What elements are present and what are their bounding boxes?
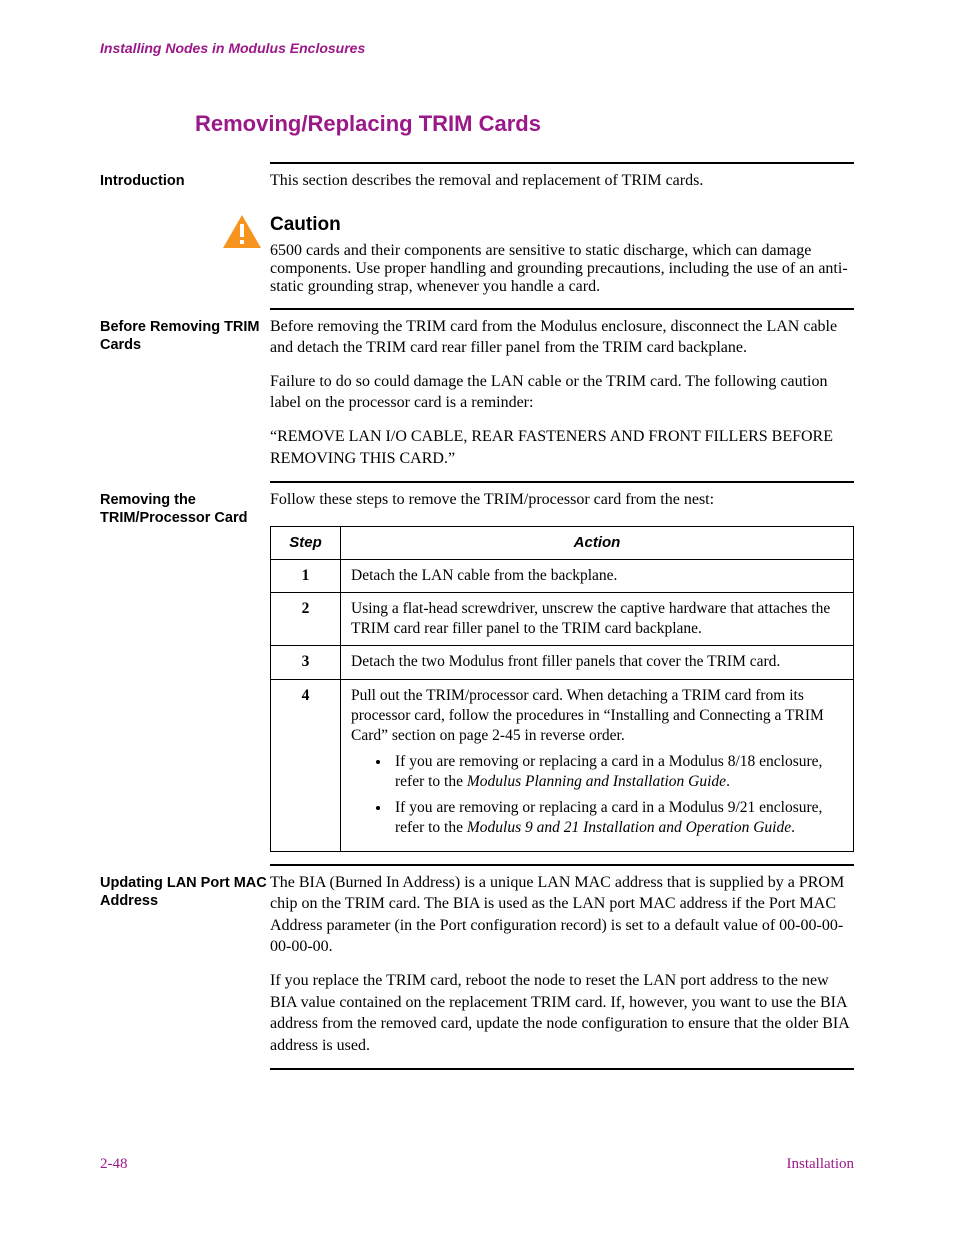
th-step: Step bbox=[271, 526, 341, 559]
rule bbox=[270, 481, 854, 483]
step-num: 2 bbox=[271, 593, 341, 646]
step-action: Detach the two Modulus front filler pane… bbox=[341, 646, 854, 679]
table-row: 2 Using a flat-head screwdriver, unscrew… bbox=[271, 593, 854, 646]
running-header: Installing Nodes in Modulus Enclosures bbox=[100, 40, 854, 56]
rule bbox=[270, 308, 854, 310]
table-row: 3 Detach the two Modulus front filler pa… bbox=[271, 646, 854, 679]
label-introduction: Introduction bbox=[100, 170, 270, 204]
b1-title: Modulus Planning and Installation Guide bbox=[467, 773, 726, 790]
before-p3: “REMOVE LAN I/O CABLE, REAR FASTENERS AN… bbox=[270, 426, 854, 469]
before-p1: Before removing the TRIM card from the M… bbox=[270, 316, 854, 359]
step-action: Using a flat-head screwdriver, unscrew t… bbox=[341, 593, 854, 646]
chapter-name: Installation bbox=[787, 1156, 855, 1173]
removing-intro: Follow these steps to remove the TRIM/pr… bbox=[270, 489, 854, 511]
caution-heading: Caution bbox=[270, 214, 854, 236]
caution-icon bbox=[222, 214, 262, 250]
page-footer: 2-48 Installation bbox=[100, 1156, 854, 1173]
th-action: Action bbox=[341, 526, 854, 559]
step4-bullet: If you are removing or replacing a card … bbox=[391, 752, 843, 792]
rule bbox=[270, 162, 854, 164]
step-num: 4 bbox=[271, 679, 341, 851]
label-updating-mac: Updating LAN Port MAC Address bbox=[100, 872, 270, 1069]
rule bbox=[270, 864, 854, 866]
step-action: Detach the LAN cable from the backplane. bbox=[341, 560, 854, 593]
step4-bullet: If you are removing or replacing a card … bbox=[391, 798, 843, 838]
b2-title: Modulus 9 and 21 Installation and Operat… bbox=[467, 819, 791, 836]
b2-post: . bbox=[791, 819, 795, 836]
updating-p2: If you replace the TRIM card, reboot the… bbox=[270, 970, 854, 1056]
caution-text: 6500 cards and their components are sens… bbox=[270, 242, 854, 296]
table-row: 1 Detach the LAN cable from the backplan… bbox=[271, 560, 854, 593]
label-before-removing: Before Removing TRIM Cards bbox=[100, 316, 270, 482]
updating-p1: The BIA (Burned In Address) is a unique … bbox=[270, 872, 854, 958]
table-row: 4 Pull out the TRIM/processor card. When… bbox=[271, 679, 854, 851]
step-num: 1 bbox=[271, 560, 341, 593]
page-title: Removing/Replacing TRIM Cards bbox=[195, 111, 854, 137]
b1-post: . bbox=[726, 773, 730, 790]
steps-table: Step Action 1 Detach the LAN cable from … bbox=[270, 526, 854, 852]
rule bbox=[270, 1068, 854, 1070]
before-p2: Failure to do so could damage the LAN ca… bbox=[270, 371, 854, 414]
step-action: Pull out the TRIM/processor card. When d… bbox=[341, 679, 854, 851]
page-number: 2-48 bbox=[100, 1156, 128, 1173]
step-num: 3 bbox=[271, 646, 341, 679]
label-removing: Removing the TRIM/Processor Card bbox=[100, 489, 270, 863]
step4-lead: Pull out the TRIM/processor card. When d… bbox=[351, 686, 843, 746]
intro-text: This section describes the removal and r… bbox=[270, 170, 854, 192]
